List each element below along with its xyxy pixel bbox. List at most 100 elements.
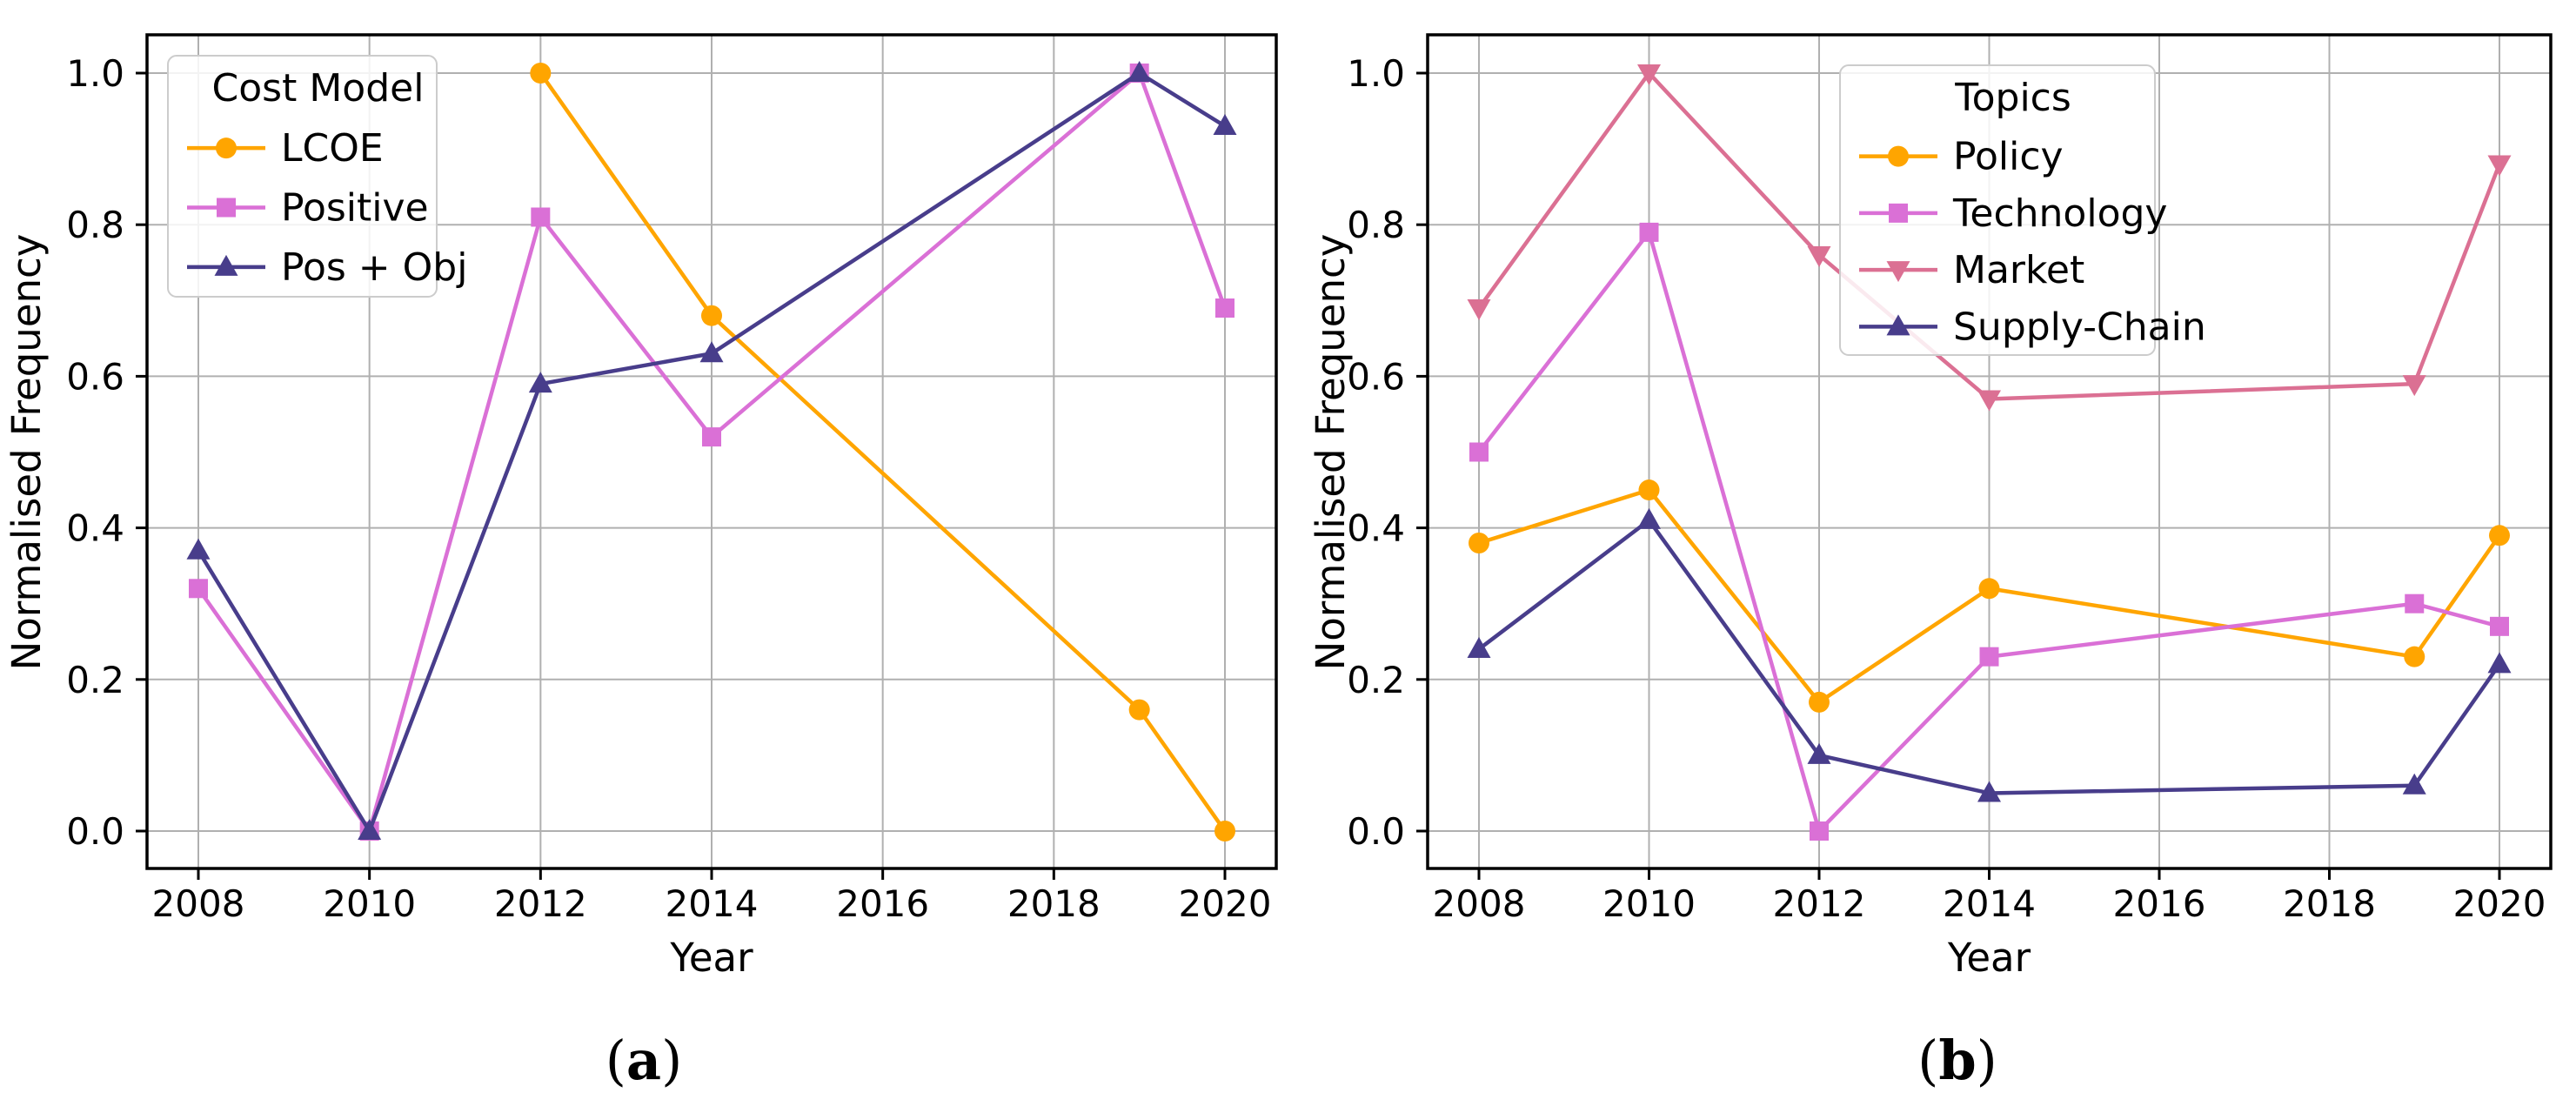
circle-marker xyxy=(1128,699,1150,721)
square-marker xyxy=(1215,298,1234,318)
y-tick-label: 0.8 xyxy=(66,204,124,246)
x-tick-label: 2010 xyxy=(323,882,416,925)
triangle-up-marker xyxy=(1807,742,1831,764)
square-marker xyxy=(2490,616,2509,636)
square-marker xyxy=(1979,647,1999,667)
y-tick-label: 0.8 xyxy=(1347,204,1405,246)
triangle-up-marker xyxy=(2402,773,2426,795)
x-tick-label: 2014 xyxy=(666,882,759,925)
square-icon xyxy=(217,198,236,218)
x-tick-label: 2016 xyxy=(836,882,929,925)
panel-a-ticks: 2008 2010 2012 2014 2016 2018 2020 0.0 0.2 0.4 0.6… xyxy=(66,52,1271,925)
circle-marker xyxy=(701,305,722,326)
panel-b-grid xyxy=(1428,35,2551,868)
square-marker xyxy=(1469,442,1489,462)
circle-marker xyxy=(1638,479,1660,501)
y-tick-label: 0.4 xyxy=(1347,507,1405,550)
triangle-up-marker xyxy=(1467,636,1491,658)
x-tick-label: 2014 xyxy=(1943,882,2036,925)
caption-b: (b) xyxy=(1917,1029,1997,1092)
panel-a: 2008 2010 2012 2014 2016 2018 2020 0.0 0.2 0.4 0.6… xyxy=(3,33,1278,1092)
panel-b-ticks: 2008 2010 2012 2014 2016 2018 2020 0.0 0.2 0.4 0.6… xyxy=(1347,52,2546,925)
y-tick-label: 1.0 xyxy=(66,52,124,95)
circle-marker xyxy=(1214,821,1235,841)
circle-icon xyxy=(1888,145,1909,167)
legend-box xyxy=(1839,64,2156,356)
triangle-down-marker xyxy=(1467,299,1491,321)
triangle-up-marker xyxy=(186,538,211,560)
y-tick-label: 0.0 xyxy=(66,810,124,853)
series-line xyxy=(1477,230,2500,834)
series-supply-chain xyxy=(1467,507,2512,802)
x-tick-label: 2008 xyxy=(1433,882,1526,925)
x-tick-label: 2012 xyxy=(1773,882,1866,925)
x-tick-label: 2018 xyxy=(1007,882,1101,925)
y-axis-label: Normalised Frequency xyxy=(1308,234,1354,671)
triangle-up-icon xyxy=(214,254,238,276)
y-tick-label: 0.0 xyxy=(1347,810,1405,853)
square-marker xyxy=(2405,593,2425,613)
panel-b: 2008 2010 2012 2014 2016 2018 2020 0.0 0.2 0.4 0.6… xyxy=(1308,33,2553,1092)
triangle-down-marker xyxy=(2402,375,2426,397)
series-line xyxy=(197,70,1228,834)
x-axis-label: Year xyxy=(1947,935,2031,981)
series-line xyxy=(539,71,1227,833)
triangle-up-marker xyxy=(1637,507,1661,529)
x-tick-label: 2010 xyxy=(1602,882,1696,925)
triangle-down-marker xyxy=(1807,246,1831,268)
x-axis-label: Year xyxy=(669,935,753,981)
triangle-down-icon xyxy=(1886,261,1910,283)
legend-label: Technology xyxy=(1952,191,2167,236)
legend-label: LCOE xyxy=(281,126,384,171)
square-marker xyxy=(1639,222,1659,242)
x-tick-label: 2018 xyxy=(2283,882,2376,925)
y-tick-label: 0.2 xyxy=(1347,659,1405,701)
y-tick-label: 0.2 xyxy=(66,659,124,701)
x-tick-label: 2016 xyxy=(2113,882,2206,925)
series-line xyxy=(1477,518,2501,795)
triangle-down-marker xyxy=(1637,64,1661,85)
circle-marker xyxy=(1809,691,1830,713)
triangle-up-icon xyxy=(1886,314,1910,336)
circle-marker xyxy=(1469,533,1489,554)
circle-icon xyxy=(216,137,237,159)
legend-label: Policy xyxy=(1953,135,2064,179)
series-line xyxy=(197,70,1227,834)
square-marker xyxy=(531,207,551,227)
legend-label: Supply-Chain xyxy=(1953,305,2206,349)
triangle-up-marker xyxy=(1127,61,1152,82)
x-tick-label: 2020 xyxy=(1179,882,1272,925)
legend-label: Pos + Obj xyxy=(281,245,467,290)
triangle-up-marker xyxy=(358,819,382,840)
legend-b: Topics Policy Technology Market Supply-Chain xyxy=(1839,64,2206,356)
square-icon xyxy=(1889,203,1908,223)
triangle-down-marker xyxy=(1977,390,2001,412)
legend-label: Positive xyxy=(281,186,429,231)
circle-marker xyxy=(2489,525,2510,546)
series-pos-obj xyxy=(186,61,1237,840)
triangle-up-marker xyxy=(1213,113,1237,135)
triangle-up-marker xyxy=(528,372,552,393)
y-tick-label: 1.0 xyxy=(1347,52,1405,95)
square-marker xyxy=(189,579,208,599)
square-marker xyxy=(1810,821,1829,841)
y-tick-label: 0.6 xyxy=(66,355,124,398)
y-axis-label: Normalised Frequency xyxy=(3,234,50,671)
legend-label: Market xyxy=(1953,248,2084,292)
triangle-down-marker xyxy=(2487,155,2512,177)
x-tick-label: 2020 xyxy=(2453,882,2546,925)
square-marker xyxy=(702,427,721,447)
series-policy xyxy=(1469,479,2510,713)
circle-marker xyxy=(530,63,552,84)
series-lcoe xyxy=(530,63,1235,841)
series-technology xyxy=(1469,222,2509,841)
y-tick-label: 0.4 xyxy=(66,507,124,550)
legend-title: Cost Model xyxy=(212,66,425,111)
legend-title: Topics xyxy=(1954,76,2071,120)
legend-a: Cost Model LCOE Positive Pos + Obj xyxy=(167,55,467,298)
x-tick-label: 2012 xyxy=(494,882,587,925)
triangle-up-marker xyxy=(699,341,724,363)
caption-a: (a) xyxy=(606,1029,683,1092)
